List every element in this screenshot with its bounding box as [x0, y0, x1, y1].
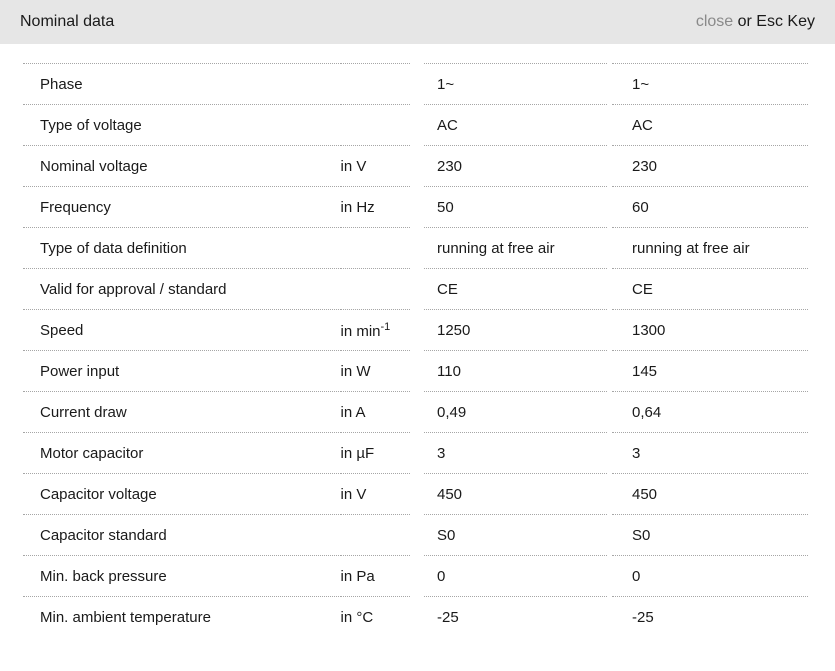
- row-label: Current draw: [23, 391, 341, 433]
- esc-key-hint: or Esc Key: [733, 13, 815, 30]
- row-unit: in µF: [340, 432, 410, 474]
- table-row: Power input in W: [23, 350, 410, 392]
- values-table-body: 1~ 1~ AC AC 230 230 50 60 running at free air run…: [424, 63, 808, 637]
- row-value-1: 450: [424, 473, 607, 514]
- row-value-2: AC: [612, 104, 808, 145]
- row-unit: [340, 227, 410, 269]
- modal-header: Nominal data close or Esc Key: [0, 0, 835, 44]
- row-unit: [340, 63, 410, 105]
- row-value-1: CE: [424, 268, 607, 309]
- row-unit: in W: [340, 350, 410, 392]
- values-table: 1~ 1~ AC AC 230 230 50 60 running at free air run…: [419, 63, 813, 637]
- table-row: Motor capacitor in µF: [23, 432, 410, 474]
- row-unit: in V: [340, 473, 410, 515]
- table-row: 230 230: [424, 145, 808, 186]
- table-row: Type of voltage: [23, 104, 410, 146]
- row-value-2: running at free air: [612, 227, 808, 268]
- row-value-2: S0: [612, 514, 808, 555]
- table-row: running at free air running at free air: [424, 227, 808, 268]
- row-value-1: 3: [424, 432, 607, 473]
- row-value-1: 110: [424, 350, 607, 391]
- table-row: Nominal voltage in V: [23, 145, 410, 187]
- table-row: 450 450: [424, 473, 808, 514]
- row-label: Capacitor standard: [23, 514, 341, 556]
- row-value-2: 450: [612, 473, 808, 514]
- table-row: 0,49 0,64: [424, 391, 808, 432]
- table-row: AC AC: [424, 104, 808, 145]
- row-label: Type of voltage: [23, 104, 341, 146]
- row-value-1: 0,49: [424, 391, 607, 432]
- row-label: Min. back pressure: [23, 555, 341, 597]
- row-value-2: 0: [612, 555, 808, 596]
- unit-superscript: -1: [380, 320, 391, 333]
- table-row: Min. ambient temperature in °C: [23, 596, 410, 637]
- row-unit: in Pa: [340, 555, 410, 597]
- row-label: Valid for approval / standard: [23, 268, 341, 310]
- row-value-1: 50: [424, 186, 607, 227]
- table-row: Frequency in Hz: [23, 186, 410, 228]
- table-row: CE CE: [424, 268, 808, 309]
- close-button[interactable]: close: [695, 13, 734, 30]
- row-label: Capacitor voltage: [23, 473, 341, 515]
- row-label: Motor capacitor: [23, 432, 341, 474]
- table-row: Valid for approval / standard: [23, 268, 410, 310]
- row-unit: in V: [340, 145, 410, 187]
- row-value-1: 230: [424, 145, 607, 186]
- table-row: 50 60: [424, 186, 808, 227]
- row-value-2: -25: [612, 596, 808, 637]
- row-label: Speed: [23, 309, 341, 351]
- table-row: Phase: [23, 63, 410, 105]
- row-unit: in min-1: [340, 309, 410, 351]
- row-unit: [340, 104, 410, 146]
- table-row: Speed in min-1: [23, 309, 410, 351]
- row-value-2: 145: [612, 350, 808, 391]
- row-label: Frequency: [23, 186, 341, 228]
- row-value-2: 3: [612, 432, 808, 473]
- row-unit: [340, 268, 410, 310]
- row-unit: in °C: [340, 596, 410, 637]
- table-row: 110 145: [424, 350, 808, 391]
- row-value-1: AC: [424, 104, 607, 145]
- table-row: Type of data definition: [23, 227, 410, 269]
- row-value-2: 60: [612, 186, 808, 227]
- close-hint: close or Esc Key: [696, 13, 815, 31]
- table-row: Current draw in A: [23, 391, 410, 433]
- row-value-2: CE: [612, 268, 808, 309]
- table-row: Min. back pressure in Pa: [23, 555, 410, 597]
- row-label: Min. ambient temperature: [23, 596, 341, 637]
- row-value-2: 0,64: [612, 391, 808, 432]
- modal-title: Nominal data: [20, 13, 115, 30]
- row-unit: [340, 514, 410, 556]
- row-label: Phase: [23, 63, 341, 105]
- row-value-2: 1300: [612, 309, 808, 350]
- row-value-1: 0: [424, 555, 607, 596]
- row-label: Power input: [23, 350, 341, 392]
- table-row: 1250 1300: [424, 309, 808, 350]
- row-value-2: 1~: [612, 63, 808, 104]
- row-value-1: 1~: [424, 63, 607, 104]
- table-row: Capacitor voltage in V: [23, 473, 410, 515]
- row-value-2: 230: [612, 145, 808, 186]
- row-label: Type of data definition: [23, 227, 341, 269]
- table-row: 1~ 1~: [424, 63, 808, 104]
- row-unit: in A: [340, 391, 410, 433]
- row-label: Nominal voltage: [23, 145, 341, 187]
- row-value-1: 1250: [424, 309, 607, 350]
- row-value-1: S0: [424, 514, 607, 555]
- table-row: Capacitor standard: [23, 514, 410, 556]
- row-unit: in Hz: [340, 186, 410, 228]
- row-value-1: running at free air: [424, 227, 607, 268]
- row-value-1: -25: [424, 596, 607, 637]
- table-row: S0 S0: [424, 514, 808, 555]
- table-row: -25 -25: [424, 596, 808, 637]
